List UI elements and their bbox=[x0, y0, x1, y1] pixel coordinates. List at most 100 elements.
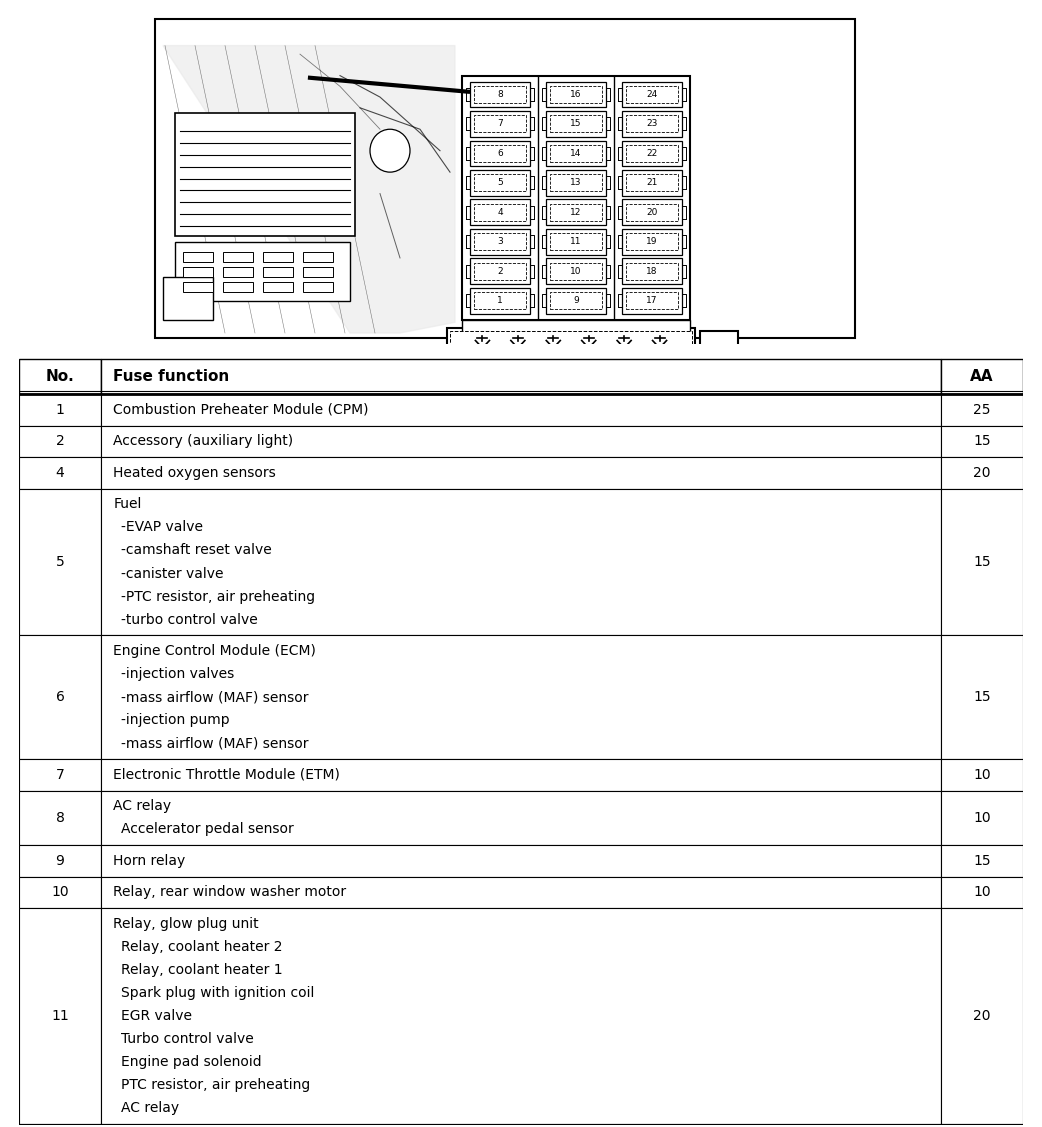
Text: 16: 16 bbox=[570, 90, 581, 99]
Bar bbox=[622, 258, 683, 284]
Bar bbox=[223, 266, 253, 277]
Bar bbox=[622, 110, 683, 136]
Bar bbox=[303, 282, 333, 292]
Text: 17: 17 bbox=[646, 296, 658, 305]
Bar bbox=[263, 251, 293, 263]
Bar bbox=[550, 204, 602, 221]
Text: AA: AA bbox=[970, 369, 994, 384]
Text: No.: No. bbox=[46, 369, 74, 384]
Text: Combustion Preheater Module (CPM): Combustion Preheater Module (CPM) bbox=[114, 402, 369, 417]
Bar bbox=[474, 233, 526, 250]
Bar bbox=[474, 292, 526, 310]
Text: 12: 12 bbox=[570, 207, 581, 216]
Bar bbox=[941, 908, 1023, 1124]
Text: 7: 7 bbox=[497, 119, 503, 128]
Bar bbox=[470, 81, 530, 107]
Text: Relay, coolant heater 1: Relay, coolant heater 1 bbox=[121, 964, 282, 977]
Bar bbox=[941, 394, 1023, 426]
Bar bbox=[101, 790, 941, 845]
Bar bbox=[19, 636, 101, 758]
Bar bbox=[450, 331, 692, 365]
Text: 10: 10 bbox=[51, 886, 69, 899]
Text: 4: 4 bbox=[497, 207, 503, 216]
Bar bbox=[546, 229, 606, 255]
Bar bbox=[941, 758, 1023, 790]
Text: -injection valves: -injection valves bbox=[121, 667, 234, 681]
Text: 14: 14 bbox=[570, 149, 581, 158]
Text: 20: 20 bbox=[973, 1009, 991, 1023]
Bar bbox=[19, 790, 101, 845]
Bar bbox=[546, 289, 606, 313]
Bar bbox=[550, 233, 602, 250]
Text: 11: 11 bbox=[51, 1009, 69, 1023]
Text: Accessory (auxiliary light): Accessory (auxiliary light) bbox=[114, 434, 293, 449]
Bar bbox=[941, 489, 1023, 636]
Text: 15: 15 bbox=[570, 119, 581, 128]
Bar bbox=[550, 175, 602, 192]
Text: 9: 9 bbox=[573, 296, 579, 305]
Text: 2: 2 bbox=[497, 267, 503, 276]
Bar bbox=[101, 877, 941, 908]
Text: 6: 6 bbox=[497, 149, 503, 158]
Bar bbox=[550, 115, 602, 133]
Text: 1: 1 bbox=[497, 296, 503, 305]
Bar bbox=[19, 489, 101, 636]
Text: 4: 4 bbox=[55, 465, 65, 480]
Bar bbox=[470, 141, 530, 167]
Bar bbox=[700, 331, 738, 365]
Text: 20: 20 bbox=[973, 465, 991, 480]
Bar bbox=[462, 76, 690, 320]
Text: 3: 3 bbox=[497, 238, 503, 247]
Bar bbox=[941, 458, 1023, 489]
Text: 19: 19 bbox=[646, 238, 658, 247]
Bar bbox=[19, 845, 101, 877]
Polygon shape bbox=[163, 45, 455, 332]
Text: Fuel: Fuel bbox=[114, 497, 142, 512]
Bar bbox=[550, 292, 602, 310]
Bar bbox=[19, 426, 101, 458]
Bar bbox=[183, 266, 213, 277]
Bar bbox=[622, 81, 683, 107]
Bar bbox=[183, 251, 213, 263]
Text: 10: 10 bbox=[973, 810, 991, 825]
Bar bbox=[941, 426, 1023, 458]
Bar bbox=[19, 394, 101, 426]
Text: -camshaft reset valve: -camshaft reset valve bbox=[121, 543, 272, 558]
Text: 8: 8 bbox=[497, 90, 503, 99]
Bar bbox=[101, 426, 941, 458]
Text: Relay, rear window washer motor: Relay, rear window washer motor bbox=[114, 886, 346, 899]
Bar bbox=[622, 229, 683, 255]
Bar bbox=[470, 199, 530, 225]
Text: Spark plug with ignition coil: Spark plug with ignition coil bbox=[121, 986, 315, 1000]
Text: Fuse function: Fuse function bbox=[114, 369, 229, 384]
Text: 10: 10 bbox=[973, 886, 991, 899]
Bar bbox=[550, 86, 602, 103]
Text: Turbo control valve: Turbo control valve bbox=[121, 1032, 254, 1046]
Bar bbox=[474, 115, 526, 133]
Bar bbox=[183, 282, 213, 292]
Bar bbox=[626, 204, 678, 221]
Bar bbox=[462, 320, 690, 336]
Bar bbox=[470, 258, 530, 284]
Bar bbox=[626, 86, 678, 103]
Text: 9: 9 bbox=[55, 854, 65, 868]
Text: -EVAP valve: -EVAP valve bbox=[121, 521, 203, 534]
Text: -canister valve: -canister valve bbox=[121, 567, 224, 580]
Bar bbox=[474, 86, 526, 103]
Bar bbox=[474, 144, 526, 162]
Text: 15: 15 bbox=[973, 690, 991, 704]
Bar bbox=[175, 242, 350, 301]
Bar bbox=[546, 110, 606, 136]
Text: 7: 7 bbox=[55, 767, 65, 782]
Bar bbox=[175, 113, 355, 237]
Bar bbox=[155, 19, 855, 338]
Text: 5: 5 bbox=[55, 554, 65, 569]
Bar bbox=[101, 758, 941, 790]
Bar bbox=[546, 199, 606, 225]
Text: 8: 8 bbox=[55, 810, 65, 825]
Bar bbox=[626, 175, 678, 192]
Bar bbox=[546, 141, 606, 167]
Bar bbox=[622, 170, 683, 196]
Bar bbox=[470, 289, 530, 313]
Text: 10: 10 bbox=[973, 767, 991, 782]
